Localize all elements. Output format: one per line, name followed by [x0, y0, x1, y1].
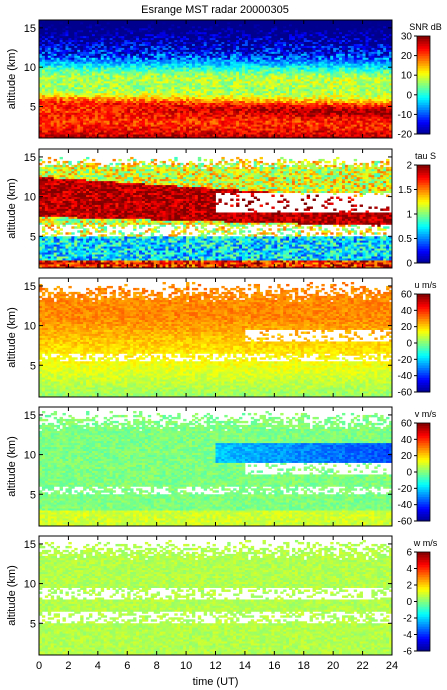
figure-title: Esrange MST radar 20000305	[141, 4, 289, 16]
heatmap-cells-snr	[39, 20, 392, 138]
